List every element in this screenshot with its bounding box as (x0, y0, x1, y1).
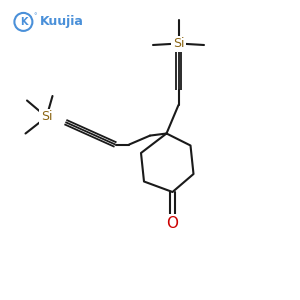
Text: Si: Si (41, 110, 52, 124)
Text: °: ° (33, 13, 37, 19)
Text: O: O (167, 216, 178, 231)
Text: K: K (20, 17, 27, 27)
Text: Si: Si (173, 37, 184, 50)
Text: Kuujia: Kuujia (40, 15, 83, 28)
